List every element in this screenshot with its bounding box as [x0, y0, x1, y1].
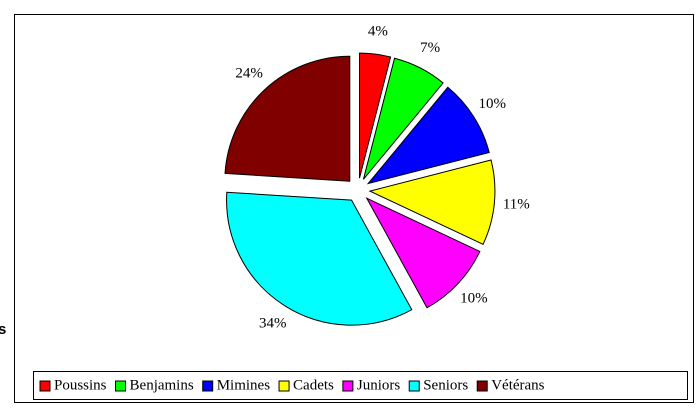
legend-swatch — [278, 380, 290, 392]
pie-slice — [226, 191, 413, 326]
pie-slice — [224, 55, 351, 182]
legend-swatch — [342, 380, 354, 392]
legend-label: Benjamins — [130, 377, 194, 393]
legend-swatch — [476, 380, 488, 392]
legend-label: Vétérans — [491, 377, 544, 393]
slice-label: 11% — [503, 196, 530, 212]
pie-slice — [365, 197, 481, 309]
legend-swatch — [202, 380, 214, 392]
legend-swatch — [115, 380, 127, 392]
pie-slice — [359, 52, 392, 179]
legend-box — [33, 371, 688, 400]
slice-label: 24% — [235, 66, 263, 82]
slice-label: 10% — [478, 96, 506, 112]
pie-slice — [366, 86, 490, 185]
legend-label: Mimines — [217, 377, 270, 393]
legend-swatch — [408, 380, 420, 392]
pie-slice — [368, 159, 496, 246]
legend-swatch — [39, 380, 51, 392]
slice-label: 10% — [460, 290, 488, 306]
legend-label: Juniors — [357, 377, 401, 393]
slice-label: 4% — [368, 24, 388, 40]
pie-slice — [362, 57, 444, 180]
side-text: s — [0, 321, 6, 338]
legend-label: Cadets — [293, 377, 334, 393]
legend-label: Poussins — [54, 377, 107, 393]
slice-label: 34% — [259, 316, 287, 332]
legend-label: Seniors — [423, 377, 468, 393]
slice-label: 7% — [420, 40, 440, 56]
